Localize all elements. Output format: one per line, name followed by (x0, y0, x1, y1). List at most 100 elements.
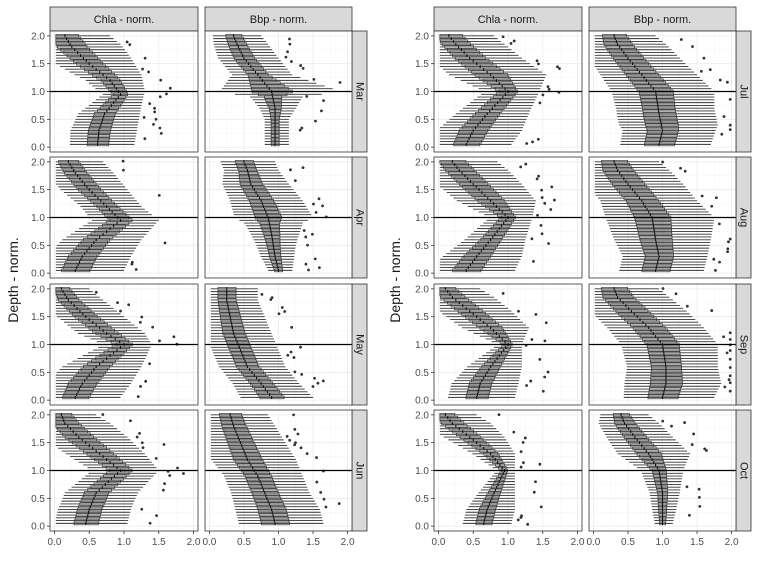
outlier-point (168, 474, 172, 477)
outlier-point (172, 335, 176, 339)
outlier-point (270, 296, 274, 300)
y-tick-label: 1.0 (415, 213, 429, 224)
outlier-point (521, 441, 525, 444)
facet-month-label: Jun (354, 462, 366, 480)
x-tick-label: 0.0 (47, 537, 61, 548)
outlier-point (524, 162, 528, 166)
outlier-point (302, 229, 306, 232)
y-tick-label: 1.0 (31, 466, 45, 477)
outlier-point (140, 441, 144, 445)
y-tick-label: 0.0 (31, 143, 45, 154)
outlier-point (703, 447, 707, 451)
panel-Aug-chla (433, 156, 583, 279)
x-tick-label: 2.0 (725, 537, 739, 548)
panel-border (588, 30, 737, 153)
outlier-point (119, 309, 122, 313)
outlier-point (286, 50, 289, 54)
outlier-point (138, 320, 142, 324)
outlier-point (544, 321, 548, 325)
y-tick-label: 2.0 (415, 410, 429, 421)
outlier-point (129, 419, 132, 423)
outlier-point (728, 349, 732, 352)
outlier-point (305, 94, 309, 98)
outlier-point (122, 168, 125, 172)
outlier-point (540, 196, 544, 199)
outlier-point (148, 521, 152, 525)
outlier-point (314, 119, 317, 123)
outlier-point (519, 465, 523, 469)
panel-Apr-chla (49, 156, 199, 279)
y-tick-label: 1.5 (31, 312, 45, 323)
outlier-point (692, 432, 696, 436)
outlier-point (285, 435, 289, 438)
outlier-point (140, 315, 144, 319)
panel-border (204, 30, 353, 153)
outlier-point (128, 43, 132, 47)
outlier-point (290, 325, 294, 329)
outlier-point (720, 132, 724, 136)
x-tick-label: 0.5 (466, 537, 480, 548)
outlier-point (158, 339, 161, 343)
outlier-point (290, 60, 293, 63)
y-tick-label: 2.0 (31, 410, 45, 421)
x-tick-label: 0.5 (82, 537, 96, 548)
y-tick-label: 0.5 (415, 494, 429, 505)
outlier-point (685, 304, 689, 308)
outlier-point (697, 495, 701, 499)
outlier-point (135, 435, 139, 439)
outlier-point (147, 70, 150, 74)
x-tick-label: 1.5 (306, 537, 320, 548)
outlier-point (141, 446, 145, 450)
outlier-point (723, 385, 727, 389)
x-tick-label: 0.5 (237, 537, 251, 548)
panel-border (204, 156, 353, 279)
outlier-point (727, 378, 731, 382)
x-tick-label: 0.5 (621, 537, 635, 548)
outlier-point (139, 384, 142, 388)
outlier-point (296, 432, 300, 436)
outlier-point (299, 446, 303, 450)
outlier-point (293, 428, 297, 431)
facet-strip-col (588, 6, 737, 32)
panel-Sep-bbp (588, 283, 737, 406)
outlier-point (541, 389, 545, 393)
x-tick-label: 1.0 (656, 537, 670, 548)
outlier-point (522, 461, 525, 465)
panel-border (588, 283, 737, 406)
y-tick-label: 2.0 (31, 157, 45, 168)
outlier-point (525, 384, 529, 387)
outlier-point (728, 357, 732, 361)
outlier-point (288, 37, 291, 41)
outlier-point (530, 237, 534, 241)
outlier-point (161, 488, 165, 492)
outlier-point (260, 292, 264, 296)
outlier-point (138, 431, 141, 435)
y-tick-label: 0.5 (31, 115, 45, 126)
panel-May-bbp (204, 283, 353, 406)
outlier-point (661, 160, 665, 164)
y-axis-title: Depth - norm. (5, 237, 21, 323)
outlier-point (535, 59, 539, 63)
facet-strip-label: Bbp - norm. (250, 14, 307, 26)
outlier-point (532, 259, 535, 263)
outlier-point (683, 169, 687, 173)
outlier-point (718, 260, 721, 264)
outlier-point (728, 374, 732, 378)
outlier-point (710, 204, 714, 208)
outlier-point (536, 137, 540, 141)
outlier-point (136, 395, 140, 399)
outlier-point (337, 502, 341, 505)
outlier-point (534, 312, 538, 316)
outlier-point (163, 241, 167, 245)
box-iqr (55, 34, 79, 38)
outlier-point (728, 331, 732, 335)
outlier-point (543, 201, 547, 205)
panel-Jul-chla (433, 30, 583, 153)
outlier-point (708, 68, 712, 72)
facet-strip-label: Chla - norm. (478, 14, 539, 26)
outlier-point (148, 102, 152, 106)
x-tick-label: 1.0 (272, 537, 286, 548)
facet-month-label: Sep (738, 335, 750, 355)
outlier-point (130, 260, 134, 264)
outlier-point (144, 379, 148, 383)
